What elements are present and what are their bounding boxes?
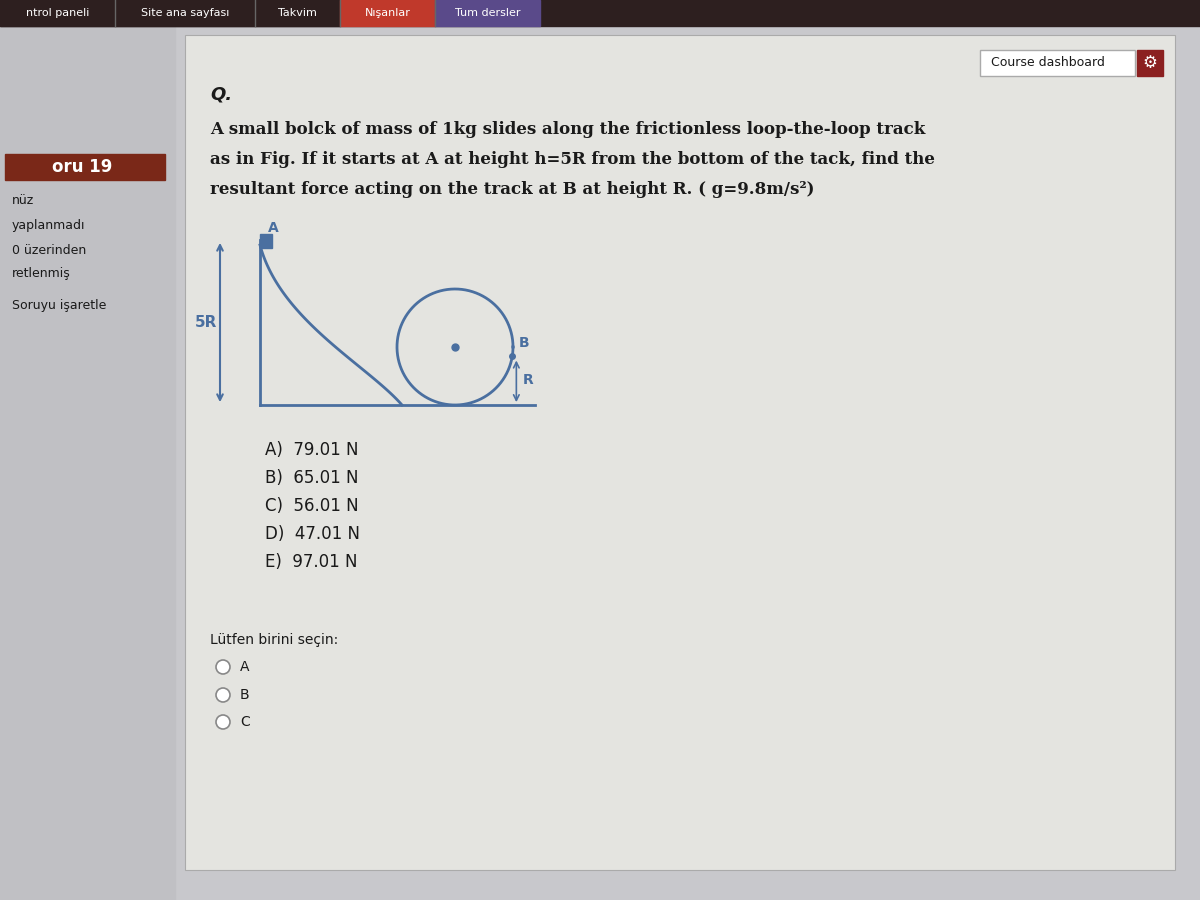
Bar [0, 0, 1200, 26]
Bar [1138, 50, 1163, 76]
Text: B: B [240, 688, 250, 702]
Text: ntrol paneli: ntrol paneli [26, 8, 89, 18]
Text: A: A [240, 660, 250, 674]
Text: C)  56.01 N: C) 56.01 N [265, 497, 359, 515]
Text: yaplanmadı: yaplanmadı [12, 220, 85, 232]
Text: A small bolck of mass of 1kg slides along the frictionless loop-the-loop track: A small bolck of mass of 1kg slides alon… [210, 122, 925, 139]
Text: Tum dersler: Tum dersler [455, 8, 521, 18]
Bar [185, 35, 1175, 870]
Bar [260, 234, 272, 248]
Text: retlenmiş: retlenmiş [12, 267, 71, 281]
Text: 0 üzerinden: 0 üzerinden [12, 244, 86, 256]
Bar [115, 0, 256, 26]
Text: resultant force acting on the track at B at height R. ( g=9.8m/s²): resultant force acting on the track at B… [210, 182, 815, 199]
Text: Soruyu işaretle: Soruyu işaretle [12, 299, 107, 311]
Text: A: A [268, 221, 278, 235]
Bar [256, 0, 340, 26]
Circle shape [216, 660, 230, 674]
Text: Takvim: Takvim [278, 8, 317, 18]
Bar [5, 154, 166, 180]
Text: R: R [522, 374, 533, 387]
Bar [436, 0, 540, 26]
Text: 5R: 5R [194, 315, 217, 330]
Bar [340, 0, 436, 26]
Bar [980, 50, 1135, 76]
Text: B)  65.01 N: B) 65.01 N [265, 469, 359, 487]
Bar [0, 26, 175, 900]
Text: Lütfen birini seçin:: Lütfen birini seçin: [210, 633, 338, 647]
Text: D)  47.01 N: D) 47.01 N [265, 525, 360, 543]
Text: E)  97.01 N: E) 97.01 N [265, 553, 358, 571]
Circle shape [216, 688, 230, 702]
Text: B: B [518, 336, 529, 350]
Text: A)  79.01 N: A) 79.01 N [265, 441, 359, 459]
Text: Course dashboard: Course dashboard [990, 57, 1104, 69]
Bar [0, 0, 115, 26]
Text: Q.: Q. [210, 86, 232, 104]
Text: nüz: nüz [12, 194, 35, 206]
Text: Site ana sayfası: Site ana sayfası [140, 8, 229, 18]
Text: Nışanlar: Nışanlar [365, 8, 410, 18]
Text: as in Fig. If it starts at A at height h=5R from the bottom of the tack, find th: as in Fig. If it starts at A at height h… [210, 151, 935, 168]
Circle shape [216, 715, 230, 729]
Text: oru 19: oru 19 [53, 158, 113, 176]
Text: ⚙: ⚙ [1142, 54, 1158, 72]
Text: C: C [240, 715, 250, 729]
